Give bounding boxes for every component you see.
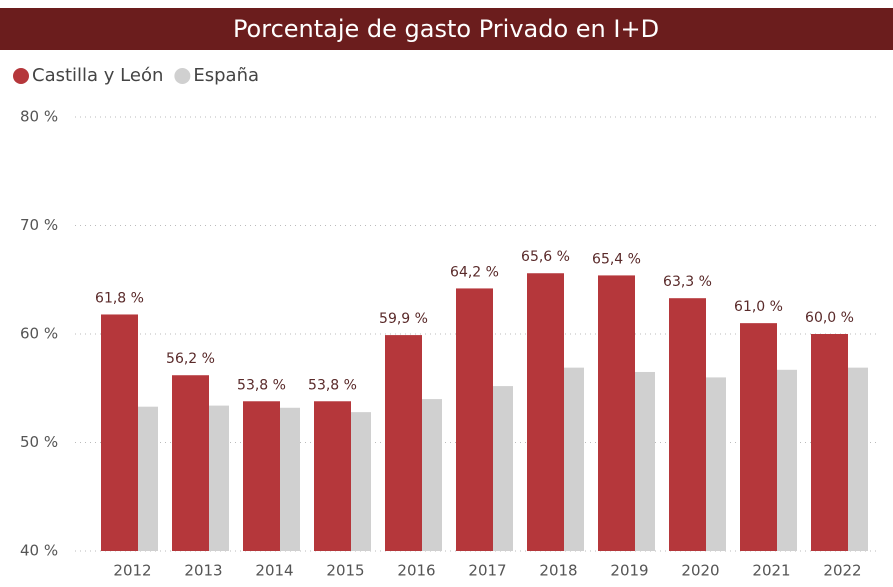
bar: [209, 405, 229, 551]
bar: [527, 273, 564, 551]
data-label: 59,9 %: [379, 311, 428, 327]
bar: [422, 399, 442, 551]
bar: [848, 367, 868, 551]
y-tick-label: 40 %: [20, 542, 58, 560]
bar: [493, 386, 513, 551]
y-tick-label: 80 %: [20, 108, 58, 126]
bar: [777, 369, 797, 551]
header-bar: [0, 8, 893, 50]
data-label: 64,2 %: [450, 264, 499, 280]
y-tick-label: 60 %: [20, 325, 58, 343]
legend-label: Castilla y León: [32, 65, 163, 86]
x-tick-label: 2018: [539, 562, 577, 580]
bar: [280, 407, 300, 551]
x-tick-label: 2016: [397, 562, 435, 580]
bar: [314, 401, 351, 551]
data-label: 61,8 %: [95, 290, 144, 306]
data-label: 60,0 %: [805, 310, 854, 326]
x-tick-label: 2022: [823, 562, 861, 580]
y-tick-label: 50 %: [20, 433, 58, 451]
bar: [740, 323, 777, 551]
data-label: 53,8 %: [237, 377, 286, 393]
data-label: 53,8 %: [308, 377, 357, 393]
bar: [243, 401, 280, 551]
data-label: 65,6 %: [521, 249, 570, 265]
bar: [598, 275, 635, 551]
x-tick-label: 2021: [752, 562, 790, 580]
data-label: 61,0 %: [734, 299, 783, 315]
x-tick-label: 2017: [468, 562, 506, 580]
x-tick-label: 2019: [610, 562, 648, 580]
bar: [706, 377, 726, 551]
bar: [385, 335, 422, 551]
y-tick-label: 70 %: [20, 216, 58, 234]
bar: [138, 406, 158, 551]
data-label: 56,2 %: [166, 351, 215, 367]
bar: [669, 298, 706, 551]
bar: [172, 375, 209, 551]
legend-swatch: [13, 68, 29, 84]
bar: [564, 367, 584, 551]
bar: [101, 314, 138, 551]
x-tick-label: 2013: [184, 562, 222, 580]
legend-swatch: [174, 68, 191, 84]
bar: [635, 371, 655, 551]
chart-title: Porcentaje de gasto Privado en I+D: [233, 15, 659, 43]
data-label: 65,4 %: [592, 251, 641, 267]
bar: [351, 412, 371, 551]
x-tick-label: 2014: [255, 562, 293, 580]
bar: [456, 288, 493, 551]
x-tick-label: 2015: [326, 562, 364, 580]
x-tick-label: 2012: [113, 562, 151, 580]
legend-label: España: [193, 65, 259, 86]
bar: [811, 334, 848, 551]
data-label: 63,3 %: [663, 274, 712, 290]
x-tick-label: 2020: [681, 562, 719, 580]
